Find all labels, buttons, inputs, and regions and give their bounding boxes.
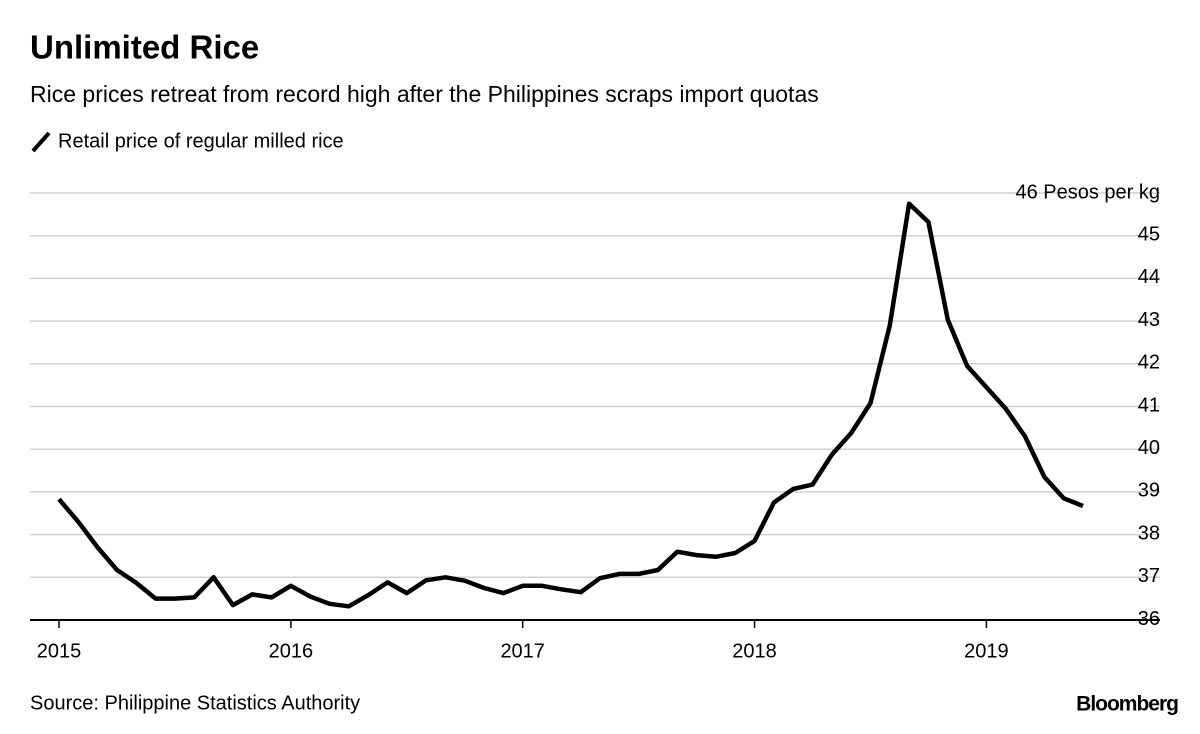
x-tick-label: 2016	[269, 640, 314, 662]
x-tick-label: 2015	[37, 640, 82, 662]
y-tick-label: 43	[1138, 309, 1160, 331]
y-tick-label: 40	[1138, 437, 1160, 459]
x-tick-label: 2019	[964, 640, 1009, 662]
y-tick-label: 41	[1138, 394, 1160, 416]
x-tick-label: 2017	[500, 640, 545, 662]
legend-label: Retail price of regular milled rice	[58, 130, 344, 152]
chart-subtitle: Rice prices retreat from record high aft…	[30, 81, 819, 107]
source: Source: Philippine Statistics Authority	[30, 692, 360, 714]
y-tick-label: 37	[1138, 565, 1160, 587]
price-line	[57, 201, 1084, 609]
chart-title: Unlimited Rice	[30, 29, 259, 66]
y-tick-label: 46 Pesos per kg	[1015, 181, 1160, 203]
x-tick-label: 2018	[732, 640, 777, 662]
y-tick-label: 42	[1138, 352, 1160, 374]
y-tick-label: 44	[1138, 266, 1160, 288]
legend-icon	[31, 131, 51, 153]
brand: Bloomberg	[1076, 693, 1178, 716]
y-tick-label: 45	[1138, 223, 1160, 245]
y-tick-label: 36	[1138, 608, 1160, 630]
y-tick-label: 38	[1138, 522, 1160, 544]
y-tick-label: 39	[1138, 480, 1160, 502]
